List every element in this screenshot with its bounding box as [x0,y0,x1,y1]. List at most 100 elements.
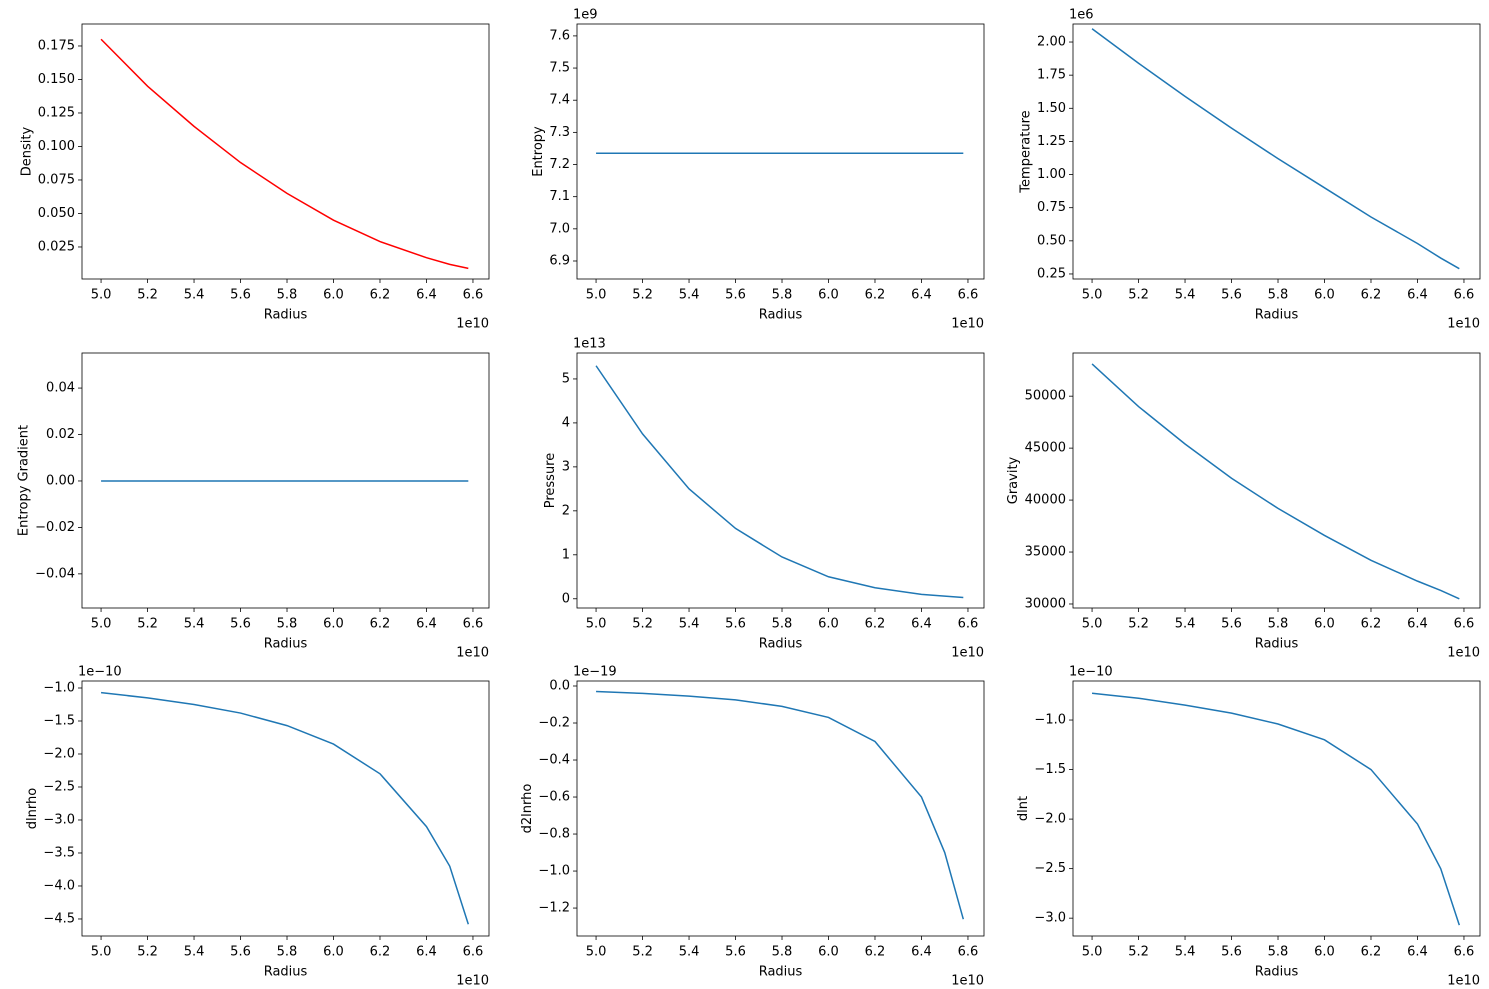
x-tick-label: 6.4 [1407,288,1428,303]
x-tick-label: 6.0 [323,288,344,303]
y-tick-label: 0.025 [38,239,75,254]
data-line [595,365,964,599]
y-tick-label: 0.050 [38,206,75,221]
x-tick-label: 5.6 [230,288,251,303]
y-offset-label: 1e−10 [1069,665,1113,680]
data-line [100,38,469,270]
y-tick-label: −0.04 [35,566,75,581]
x-tick-label: 5.4 [679,617,700,632]
y-tick-label: −3.5 [43,845,75,860]
x-tick-label: 6.4 [911,288,932,303]
y-tick-label: 0.50 [1037,233,1066,248]
x-axis-label: Radius [759,637,803,652]
data-line [100,691,470,925]
y-tick-label: −3.0 [43,812,75,827]
y-tick-label: 3 [562,459,570,474]
x-tick-label: 6.6 [958,617,979,632]
plot-frame [81,352,490,609]
x-tick-label: 6.0 [818,288,839,303]
y-tick-label: 1.50 [1037,101,1066,116]
x-tick-label: 5.6 [725,945,746,960]
x-axis-label: Radius [1255,965,1299,980]
y-tick-label: 7.3 [549,125,570,140]
plot-frame [576,23,985,280]
y-tick-label: 1.00 [1037,167,1066,182]
x-tick-label: 5.6 [230,617,251,632]
y-axis-label: Entropy Gradient [17,425,32,536]
x-tick-label: 5.2 [632,945,653,960]
x-tick-label: 5.8 [772,617,793,632]
x-tick-label: 5.8 [277,617,298,632]
x-offset-label: 1e10 [1447,646,1480,661]
y-tick-label: −1.5 [43,713,75,728]
x-tick-label: 6.2 [865,617,886,632]
x-tick-label: 6.0 [818,617,839,632]
y-tick-label: −4.0 [43,878,75,893]
y-tick-label: 0.075 [38,172,75,187]
y-tick-label: 7.5 [549,61,570,76]
x-tick-label: 5.4 [1175,617,1196,632]
x-tick-label: 6.6 [958,288,979,303]
x-tick-label: 5.0 [91,945,112,960]
y-axis-label: dlnrho [25,788,40,829]
x-tick-label: 5.8 [277,945,298,960]
x-tick-label: 5.0 [1082,945,1103,960]
y-tick-label: −2.5 [1034,861,1066,876]
plot-frame [1072,23,1481,280]
y-tick-label: 30000 [1025,596,1066,611]
x-tick-label: 6.0 [1314,617,1335,632]
x-tick-label: 6.4 [416,945,437,960]
y-tick-label: 7.2 [549,157,570,172]
x-tick-label: 5.8 [1268,945,1289,960]
y-tick-label: 7.1 [549,189,570,204]
y-offset-label: 1e6 [1069,8,1094,23]
x-offset-label: 1e10 [456,317,489,332]
x-tick-label: 6.6 [1454,617,1475,632]
x-tick-label: 6.2 [1361,945,1382,960]
y-axis-label: d2lnrho [520,784,535,834]
data-line [596,690,965,920]
y-tick-label: 0.100 [38,139,75,154]
y-tick-label: −0.2 [538,716,570,731]
y-tick-label: 0.150 [38,72,75,87]
y-axis-label: Temperature [1019,110,1034,193]
x-tick-label: 5.0 [1082,288,1103,303]
y-tick-label: 1.75 [1037,68,1066,83]
y-offset-label: 1e13 [573,337,606,352]
y-tick-label: 7.4 [549,93,570,108]
x-tick-label: 5.2 [137,617,158,632]
x-tick-label: 5.2 [632,288,653,303]
x-tick-label: 6.4 [911,945,932,960]
x-tick-label: 5.0 [91,288,112,303]
x-tick-label: 5.8 [1268,617,1289,632]
y-tick-label: −3.0 [1034,911,1066,926]
x-tick-label: 5.8 [772,288,793,303]
x-tick-label: 5.8 [772,945,793,960]
x-tick-label: 6.0 [1314,288,1335,303]
x-tick-label: 6.6 [1454,288,1475,303]
y-tick-label: 50000 [1025,389,1066,404]
x-tick-label: 5.4 [184,288,205,303]
x-tick-label: 5.0 [91,617,112,632]
y-tick-label: 1 [562,547,570,562]
x-offset-label: 1e10 [1447,974,1480,989]
x-tick-label: 5.4 [184,617,205,632]
x-tick-label: 5.6 [1221,288,1242,303]
y-tick-label: −1.0 [538,864,570,879]
x-tick-label: 5.4 [679,288,700,303]
x-tick-label: 5.2 [137,945,158,960]
x-tick-label: 6.2 [1361,617,1382,632]
x-tick-label: 6.0 [323,617,344,632]
x-tick-label: 5.4 [679,945,700,960]
y-tick-label: −2.5 [43,779,75,794]
y-axis-label: dlnt [1016,796,1031,821]
y-tick-label: 0.02 [46,427,75,442]
y-tick-label: 0 [562,591,570,606]
y-offset-label: 1e9 [573,8,598,23]
y-tick-label: −0.4 [538,753,570,768]
x-tick-label: 6.4 [911,617,932,632]
x-tick-label: 5.6 [1221,945,1242,960]
x-tick-label: 5.6 [725,617,746,632]
plot-frame [1072,680,1481,937]
